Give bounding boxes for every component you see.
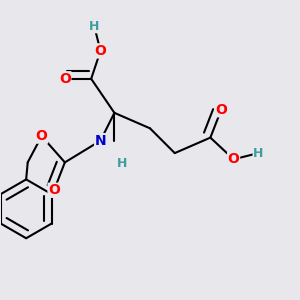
Text: N: N xyxy=(95,134,106,148)
Text: H: H xyxy=(253,147,263,160)
Text: O: O xyxy=(94,44,106,58)
Text: H: H xyxy=(117,158,127,170)
Text: O: O xyxy=(215,103,227,117)
Text: O: O xyxy=(59,72,71,86)
Text: O: O xyxy=(36,129,48,143)
Text: O: O xyxy=(48,183,60,197)
Text: H: H xyxy=(89,20,100,33)
Text: O: O xyxy=(228,152,239,166)
